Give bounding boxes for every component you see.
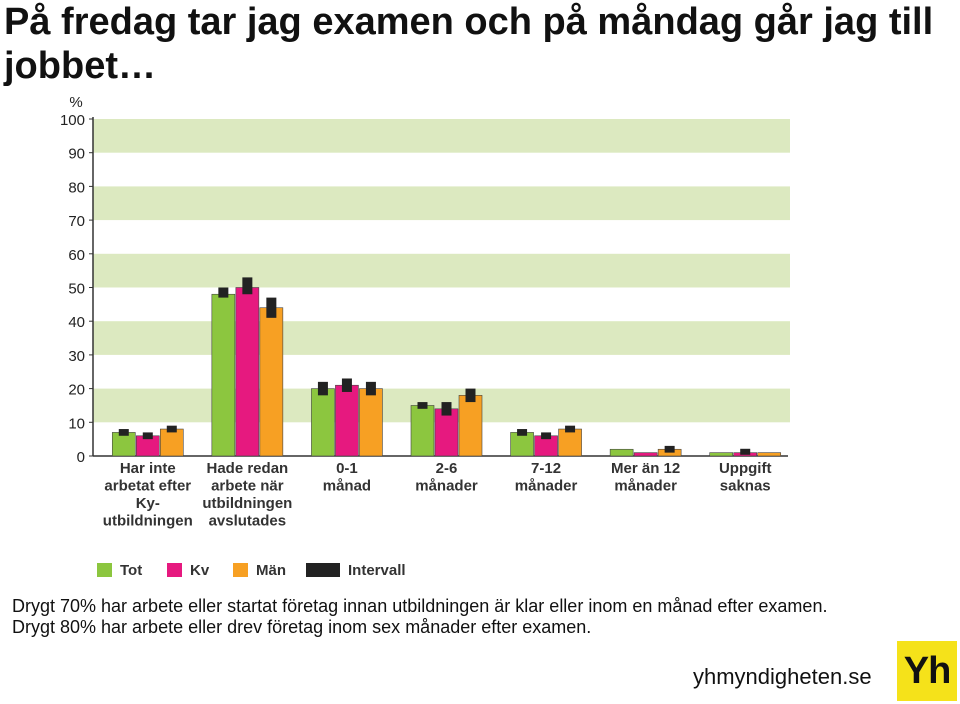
y-axis-label: % [69, 94, 82, 111]
interval-marker [341, 378, 352, 392]
yh-logo: Yh [897, 641, 957, 701]
grid-band [93, 253, 790, 288]
x-tick-label: arbete när [211, 478, 284, 495]
x-tick-label: avslutades [209, 513, 287, 530]
legend-label: Män [256, 562, 286, 579]
legend-swatch-kv [167, 563, 182, 577]
bar-tot [111, 432, 136, 457]
grid-band [93, 186, 790, 221]
interval-marker [565, 425, 576, 433]
bar-män [159, 428, 184, 457]
y-tick-label: 100 [60, 112, 85, 129]
interval-marker [365, 381, 376, 396]
y-tick-label: 90 [68, 146, 85, 163]
interval-marker [417, 402, 428, 409]
y-tick-label: 10 [68, 415, 85, 432]
interval-marker [166, 425, 177, 433]
caption: Drygt 70% har arbete eller startat föret… [12, 596, 892, 638]
caption-line-1: Drygt 70% har arbete eller startat föret… [12, 596, 828, 616]
bar-tot [410, 405, 435, 457]
x-tick-label: månader [515, 478, 578, 495]
x-tick-label: Uppgift [719, 460, 771, 477]
y-tick-label: 0 [77, 449, 85, 466]
site-link[interactable]: yhmyndigheten.se [693, 664, 872, 689]
legend-label: Tot [120, 562, 142, 579]
interval-marker [664, 445, 675, 453]
interval-marker [242, 277, 253, 295]
bar-män [757, 452, 782, 457]
bar-kv [633, 452, 658, 457]
y-tick-label: 60 [68, 247, 85, 264]
grid-band [93, 321, 790, 355]
interval-marker [517, 429, 528, 436]
interval-marker [118, 429, 129, 436]
caption-line-2: Drygt 80% har arbete eller drev företag … [12, 617, 592, 637]
interval-marker [441, 402, 452, 416]
y-tick-label: 80 [68, 179, 85, 196]
x-tick-label: Hade redan [207, 460, 289, 477]
grid-band [93, 119, 790, 153]
x-tick-label: månader [415, 478, 478, 495]
bar-kv [235, 287, 260, 457]
x-tick-label: månader [614, 478, 677, 495]
x-tick-label: månad [323, 478, 371, 495]
legend-swatch-intervall [306, 563, 340, 577]
x-tick-label: Ky- [136, 495, 160, 512]
bar-tot [211, 293, 236, 457]
x-tick-label: arbetat efter [104, 478, 191, 495]
x-tick-label: Har inte [120, 460, 176, 477]
y-tick-label: 30 [68, 348, 85, 365]
interval-marker [317, 381, 328, 396]
x-tick-label: utbildningen [103, 513, 193, 530]
bar-kv [335, 384, 359, 457]
x-tick-label: saknas [720, 478, 771, 495]
y-tick-label: 50 [68, 281, 85, 298]
page-title: På fredag tar jag examen och på måndag g… [4, 1, 934, 87]
bar-tot [709, 452, 734, 457]
legend-label: Kv [190, 562, 210, 579]
bar-kv [434, 408, 459, 457]
bar-tot [311, 388, 335, 457]
x-tick-label: 2-6 [436, 460, 458, 477]
legend-swatch-tot [97, 563, 112, 577]
legend-label: Intervall [348, 562, 406, 579]
bar-tot [609, 448, 634, 457]
interval-marker [218, 287, 229, 298]
interval-marker [465, 388, 476, 403]
bar-män [458, 395, 483, 457]
x-tick-label: 7-12 [531, 460, 561, 477]
y-tick-label: 40 [68, 314, 85, 331]
interval-marker [740, 448, 751, 455]
y-tick-label: 70 [68, 213, 85, 230]
x-tick-label: 0-1 [336, 460, 358, 477]
bar-män [359, 388, 383, 457]
bar-män [558, 428, 582, 457]
legend-swatch-män [233, 563, 248, 577]
y-tick-label: 20 [68, 382, 85, 399]
interval-marker [266, 297, 277, 318]
x-tick-label: Mer än 12 [611, 460, 680, 477]
interval-marker [142, 432, 153, 440]
interval-marker [541, 432, 552, 440]
bar-tot [510, 432, 534, 457]
x-tick-label: utbildningen [202, 495, 292, 512]
bar-män [259, 307, 284, 457]
